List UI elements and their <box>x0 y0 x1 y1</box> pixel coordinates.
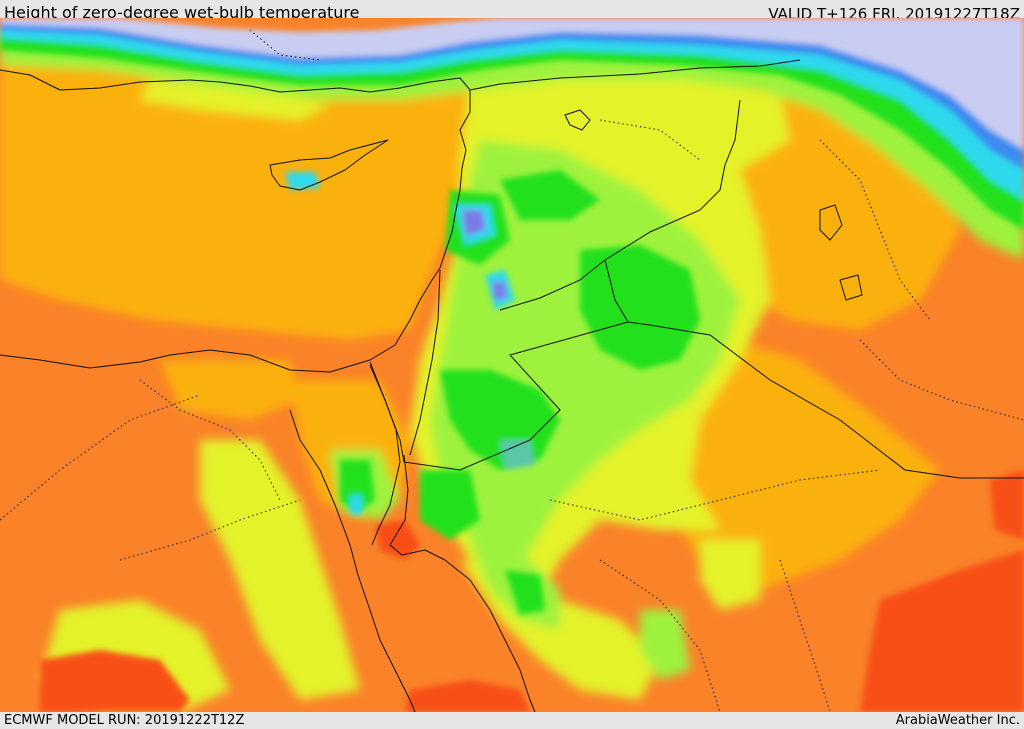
lake-razzaza <box>839 274 863 301</box>
border-jordan-saudi <box>403 321 629 471</box>
field-green-negev <box>420 470 480 540</box>
boundary-dotted-4 <box>599 559 721 712</box>
weather-map <box>0 18 1024 712</box>
footer-bar: ECMWF MODEL RUN: 20191222T12Z ArabiaWeat… <box>0 712 1024 729</box>
field-cyan-north <box>0 22 1024 200</box>
field-lavender-north <box>0 18 1024 150</box>
field-blue-north <box>0 22 1024 170</box>
field-lightgreen-levant <box>430 140 740 580</box>
field-lavender-caspian-corner <box>930 18 1024 90</box>
field-darkorange-southwest <box>40 650 190 712</box>
field-yellow-south-patch <box>700 540 760 610</box>
field-orange-cyprus-sea <box>0 100 400 300</box>
field-purple-golan <box>492 282 507 300</box>
coastline-turkey-south <box>0 69 191 91</box>
coastlines <box>0 69 536 712</box>
boundary-dotted-10 <box>139 379 281 501</box>
field-darkorange-aqaba <box>375 520 420 560</box>
boundary-dotted-2 <box>119 499 301 561</box>
field-yellow-med-north <box>140 80 330 120</box>
boundary-dotted-3 <box>549 469 881 521</box>
field-green-redsea <box>505 570 545 615</box>
field-green-sinai-patch <box>340 460 375 515</box>
map-title: Height of zero-degree wet-bulb temperatu… <box>4 3 360 22</box>
field-cyan-cyprus <box>285 172 320 190</box>
field-green-jordan <box>580 245 700 370</box>
lake-tharthar <box>819 204 843 241</box>
boundary-dotted-5 <box>779 559 831 712</box>
field-green-north-band <box>0 25 1024 230</box>
coastline-cyprus <box>269 139 389 191</box>
field-purple-lebanon <box>462 210 486 236</box>
lake-assad <box>564 109 591 131</box>
field-green-syria <box>500 170 600 220</box>
border-israel-egypt <box>369 361 405 463</box>
boundary-dotted-6 <box>819 139 931 321</box>
coastline-sinai-west <box>289 409 416 712</box>
border-syria-jordan <box>499 259 606 311</box>
political-borders <box>369 59 1024 479</box>
coastline-mediterranean <box>0 77 471 373</box>
border-syria-iraq <box>604 99 741 261</box>
field-lightgreen-arabia <box>640 610 690 680</box>
boundary-dotted-7 <box>859 339 1024 421</box>
field-darkorange-south-center <box>405 680 530 712</box>
border-jordan-israel <box>409 269 441 456</box>
coastline-aqaba-east <box>389 454 536 712</box>
field-yellow-egypt-west <box>200 440 360 700</box>
field-darkorange-southeast <box>860 550 1024 712</box>
field-layers-inner <box>0 18 1024 712</box>
internal-boundaries <box>0 29 1024 712</box>
field-cyan-sinai <box>350 495 362 515</box>
lakes <box>564 109 863 301</box>
field-orange-egypt-north <box>160 360 300 420</box>
field-teal-jordan <box>500 440 535 470</box>
credit: ArabiaWeather Inc. <box>895 713 1020 728</box>
border-syria-turkey <box>469 59 801 91</box>
model-run: ECMWF MODEL RUN: 20191222T12Z <box>4 713 245 728</box>
border-jordan-iraq-saudi <box>604 259 1024 479</box>
field-darkorange-east-edge <box>990 470 1024 540</box>
